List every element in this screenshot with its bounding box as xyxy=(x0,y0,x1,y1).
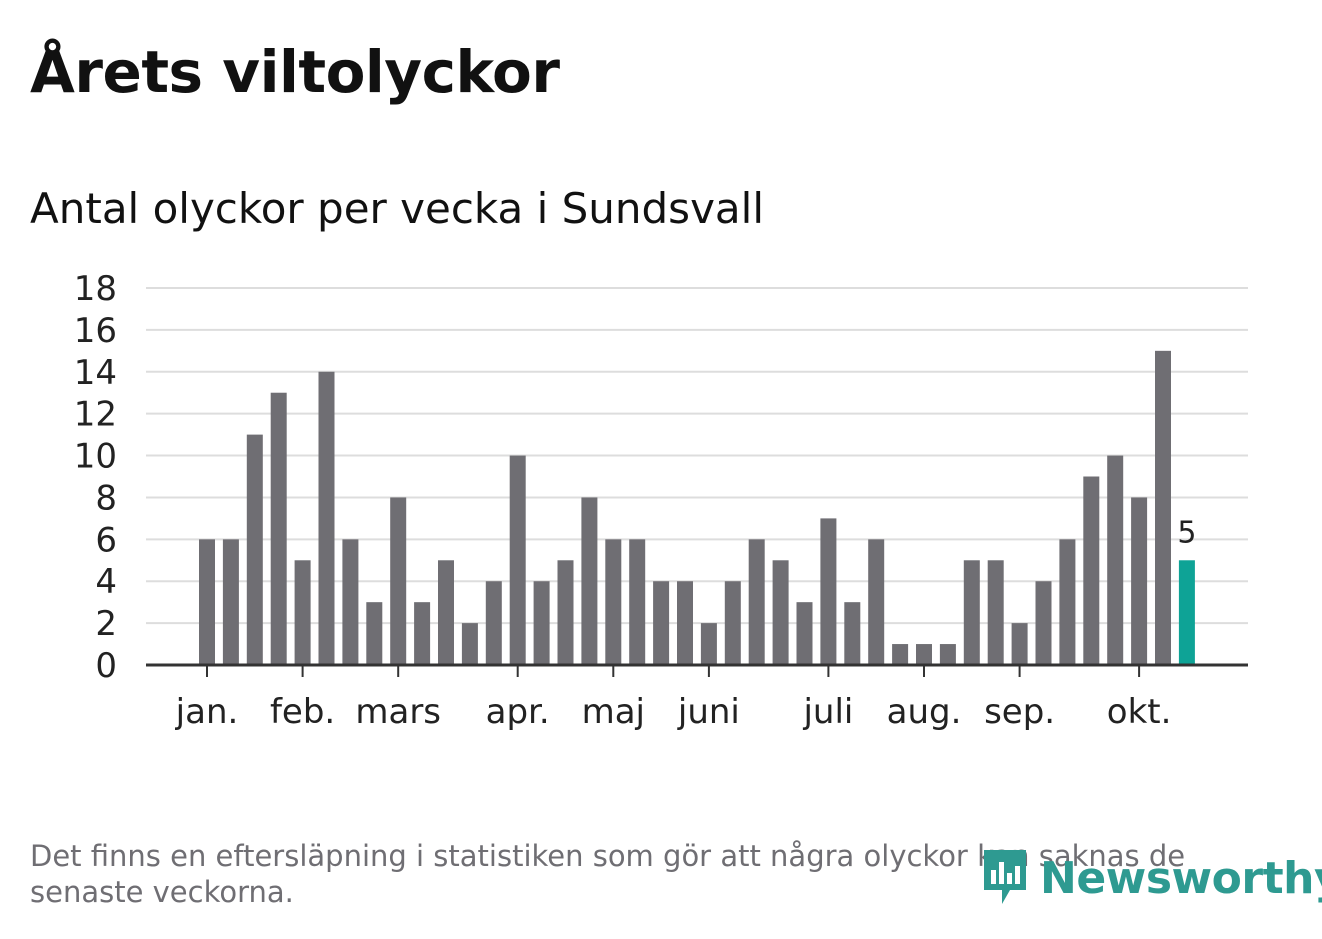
bar xyxy=(868,539,885,665)
bar xyxy=(581,497,598,665)
bar xyxy=(438,560,454,665)
highlight-data-label: 5 xyxy=(1177,515,1196,550)
bar xyxy=(772,560,789,665)
bar xyxy=(1083,476,1100,665)
bar xyxy=(1011,623,1028,665)
y-tick-label: 10 xyxy=(74,437,117,477)
bar xyxy=(414,602,431,665)
gridlines xyxy=(146,287,1248,625)
bar xyxy=(963,560,980,665)
bar xyxy=(199,539,215,665)
bar-highlight xyxy=(1178,560,1195,665)
bar xyxy=(1059,539,1076,665)
bar xyxy=(342,539,359,665)
x-tick-label: feb. xyxy=(270,692,335,732)
x-tick-label: apr. xyxy=(486,692,550,732)
bar xyxy=(987,560,1004,665)
bar xyxy=(461,623,478,665)
y-tick-label: 18 xyxy=(74,269,117,309)
y-tick-label: 6 xyxy=(95,520,117,560)
x-tick-label: jan. xyxy=(175,692,239,732)
y-tick-label: 14 xyxy=(74,353,117,393)
newsworthy-brand[interactable]: Newsworthy xyxy=(980,846,1322,910)
y-tick-label: 4 xyxy=(95,562,117,602)
bar xyxy=(939,644,956,665)
y-tick-label: 12 xyxy=(74,395,117,435)
bar xyxy=(222,539,239,665)
bar xyxy=(677,581,693,665)
x-tick-label: mars xyxy=(355,692,441,732)
y-tick-label: 0 xyxy=(95,646,117,686)
y-tick-label: 16 xyxy=(74,311,117,351)
bar xyxy=(557,560,574,665)
bar xyxy=(629,539,646,665)
bar xyxy=(1035,581,1052,665)
chart-subtitle: Antal olyckor per vecka i Sundsvall xyxy=(30,184,764,233)
bar xyxy=(820,518,837,665)
brand-name: Newsworthy xyxy=(1040,852,1322,904)
bar xyxy=(390,497,407,665)
x-axis-labels: jan. feb. mars apr. maj juni juli aug. sep. okt. xyxy=(175,665,1172,732)
newsworthy-logo-icon xyxy=(984,850,1026,904)
bar xyxy=(605,539,622,665)
bar xyxy=(366,602,383,665)
bar xyxy=(892,644,909,665)
bar xyxy=(485,581,502,665)
bar xyxy=(700,623,717,665)
bar xyxy=(318,371,335,665)
x-tick-label: okt. xyxy=(1107,692,1172,732)
y-tick-label: 2 xyxy=(95,604,117,644)
chart-title: Årets viltolyckor xyxy=(30,38,560,106)
bar xyxy=(844,602,861,665)
bar xyxy=(533,581,550,665)
bar xyxy=(294,560,311,665)
bar xyxy=(1131,497,1148,665)
bar xyxy=(1155,350,1171,665)
bar xyxy=(270,392,287,665)
bar xyxy=(246,434,263,665)
bar xyxy=(509,455,526,665)
bar xyxy=(724,581,741,665)
x-tick-label: juli xyxy=(802,692,853,732)
x-tick-label: juni xyxy=(677,692,740,732)
x-tick-label: aug. xyxy=(887,692,962,732)
bars: 5 xyxy=(199,350,1196,665)
bar xyxy=(1107,455,1124,665)
x-tick-label: sep. xyxy=(984,692,1055,732)
bar xyxy=(748,539,765,665)
bar xyxy=(653,581,670,665)
y-tick-label: 8 xyxy=(95,478,117,518)
bar xyxy=(796,602,813,665)
bar xyxy=(916,644,932,665)
x-tick-label: maj xyxy=(582,692,645,732)
